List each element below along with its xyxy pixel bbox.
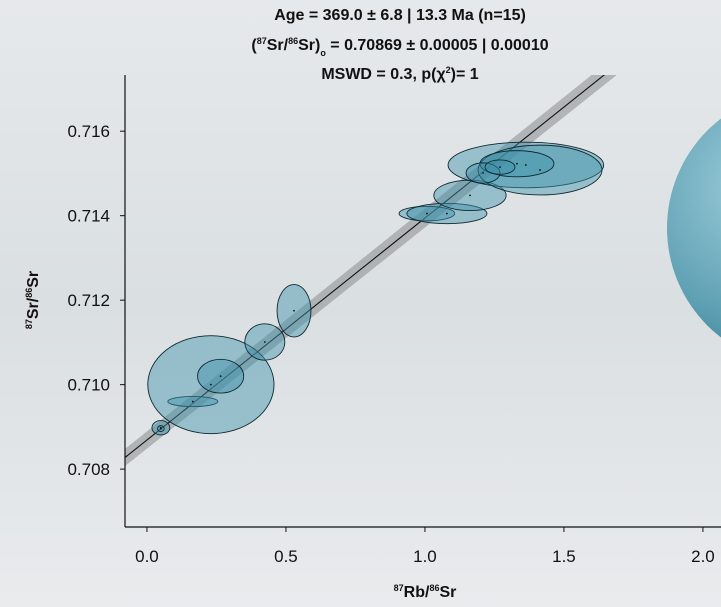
ellipse-center <box>209 383 212 386</box>
plot-area <box>125 75 617 467</box>
x-tick-label: 1.0 <box>413 547 437 566</box>
ellipse-center <box>263 341 266 343</box>
title-line: MSWD = 0.3, p(χ2)= 1 <box>321 65 478 83</box>
y-axis-label: 87Sr/86Sr <box>24 271 42 329</box>
x-tick-label: 0.5 <box>274 547 298 566</box>
ellipse-center <box>499 166 501 168</box>
y-tick-label: 0.710 <box>67 376 110 395</box>
ellipse-center <box>539 169 541 171</box>
x-tick-label: 2.0 <box>691 547 715 566</box>
ellipse-center <box>446 212 448 215</box>
y-tick-label: 0.716 <box>67 122 110 141</box>
ellipse-center <box>191 400 194 403</box>
title-line: Age = 369.0 ± 6.8 | 13.3 Ma (n=15) <box>274 7 526 24</box>
isochron-line <box>125 75 606 458</box>
ellipse-center <box>516 162 518 165</box>
decor-sphere <box>667 118 721 338</box>
ellipse-center <box>293 309 295 312</box>
x-tick-label: 1.5 <box>552 547 576 566</box>
ellipse-center <box>159 427 162 430</box>
ellipse-center <box>425 212 428 215</box>
ellipse-center <box>524 164 527 166</box>
y-tick-label: 0.712 <box>67 291 110 310</box>
ellipse-center <box>469 194 471 197</box>
y-tick-label: 0.714 <box>67 207 110 226</box>
ellipse-center <box>482 172 484 174</box>
ellipse-center <box>219 375 222 378</box>
y-tick-label: 0.708 <box>67 460 110 479</box>
x-axis-label: 87Rb/86Sr <box>394 583 457 601</box>
error-envelope <box>125 75 617 467</box>
title-line: (87Sr/86Sr)o = 0.70869 ± 0.00005 | 0.000… <box>251 36 548 58</box>
x-tick-label: 0.0 <box>135 547 159 566</box>
